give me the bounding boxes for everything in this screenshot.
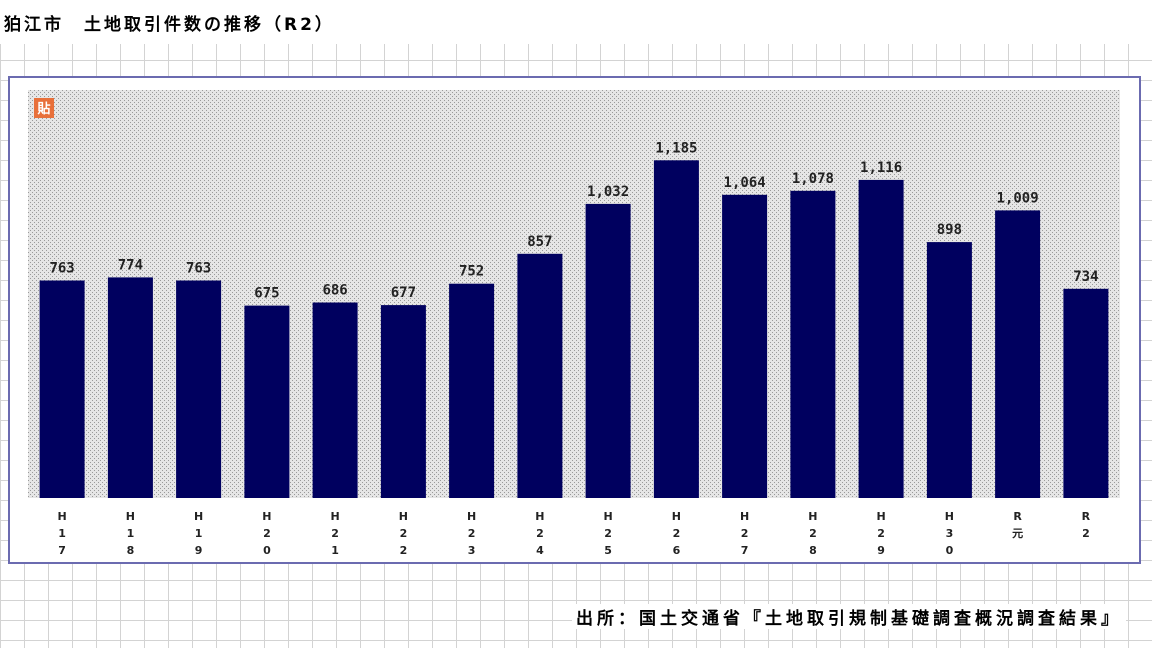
badge-text: 貼 <box>37 101 50 117</box>
data-label: 898 <box>937 222 962 238</box>
bar <box>312 302 358 498</box>
bar <box>722 194 768 499</box>
bar <box>107 277 153 498</box>
data-label: 774 <box>118 257 143 273</box>
bar <box>790 190 836 499</box>
bar <box>653 160 699 499</box>
bar <box>244 305 290 498</box>
data-label: 675 <box>254 286 279 302</box>
data-label: 734 <box>1073 269 1098 285</box>
data-label: 763 <box>49 261 74 277</box>
data-label: 1,032 <box>587 184 629 200</box>
data-label: 1,009 <box>997 190 1039 206</box>
bar-chart: 貼 763 H 1 7 774 H 1 8 763 H 1 9 675 H 2 0 686 H 2 1 677 H 2 2 75… <box>28 90 1120 557</box>
bar <box>995 210 1041 498</box>
data-label: 763 <box>186 261 211 277</box>
bar <box>449 283 495 498</box>
bar <box>39 280 85 498</box>
data-label: 677 <box>391 285 416 301</box>
data-label: 1,078 <box>792 171 834 187</box>
data-label: 686 <box>322 283 347 299</box>
chart-title: 狛江市 土地取引件数の推移（R2） <box>0 0 1152 44</box>
bar <box>176 280 222 498</box>
source-note: 出所：国土交通省『土地取引規制基礎調査概況調査結果』 <box>572 604 1126 629</box>
bar <box>926 242 972 498</box>
bar <box>380 305 426 498</box>
data-label: 1,185 <box>655 140 697 156</box>
data-label: 752 <box>459 264 484 280</box>
bar <box>858 179 904 498</box>
bar <box>517 253 563 498</box>
data-label: 857 <box>527 234 552 250</box>
bar <box>585 203 631 498</box>
chart-frame: 貼 763 H 1 7 774 H 1 8 763 H 1 9 675 H 2 0 686 H 2 1 677 H 2 2 75… <box>8 76 1141 564</box>
data-label: 1,116 <box>860 160 902 176</box>
bar <box>1063 288 1109 498</box>
badge-icon: 貼 <box>34 98 54 118</box>
data-label: 1,064 <box>724 175 766 191</box>
